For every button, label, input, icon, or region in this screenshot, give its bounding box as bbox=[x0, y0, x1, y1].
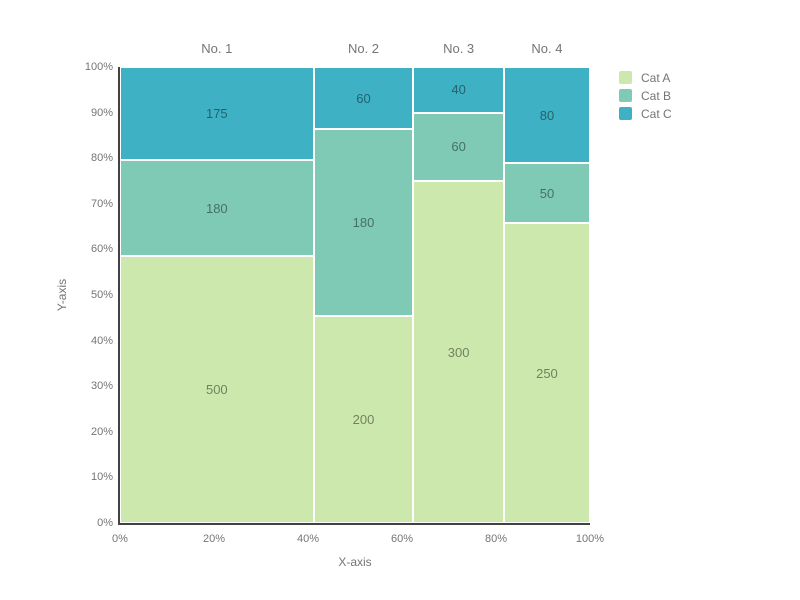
legend-item[interactable]: Cat B bbox=[619, 87, 672, 104]
y-axis-tick-label: 60% bbox=[90, 243, 113, 256]
y-axis-tick-label: 70% bbox=[90, 197, 113, 210]
legend-swatch-icon bbox=[619, 89, 632, 102]
block-value-label: 50 bbox=[539, 185, 555, 201]
legend-item[interactable]: Cat C bbox=[619, 105, 672, 122]
x-axis-tick-label: 0% bbox=[112, 533, 128, 545]
x-axis-tick-label: 20% bbox=[202, 533, 226, 545]
y-axis-tick-label: 80% bbox=[90, 152, 113, 165]
block-value-label: 500 bbox=[205, 382, 228, 398]
column-header: No. 2 bbox=[347, 41, 380, 56]
mosaic-block[interactable]: 250 bbox=[503, 223, 590, 523]
legend-label: Cat C bbox=[641, 106, 672, 121]
block-value-label: 175 bbox=[205, 106, 228, 122]
y-axis-tick-label: 50% bbox=[90, 289, 113, 301]
legend: Cat A Cat B Cat C bbox=[619, 69, 672, 123]
x-axis-tick-label: 60% bbox=[390, 533, 414, 545]
column-header: No. 4 bbox=[531, 41, 563, 56]
x-axis-tick-label: 80% bbox=[484, 533, 508, 545]
mosaic-block[interactable]: 60 bbox=[413, 112, 504, 181]
y-axis-tick-label: 20% bbox=[90, 425, 113, 438]
mosaic-block[interactable]: 40 bbox=[413, 67, 504, 113]
y-axis-tick-label: 30% bbox=[90, 380, 113, 393]
legend-swatch-icon bbox=[619, 71, 632, 84]
mosaic-block[interactable]: 200 bbox=[313, 315, 414, 523]
y-axis-tick-label: 100% bbox=[84, 61, 113, 73]
mosaic-block[interactable]: 180 bbox=[313, 129, 414, 316]
block-value-label: 180 bbox=[205, 200, 228, 216]
legend-label: Cat B bbox=[641, 88, 672, 103]
legend-swatch-icon bbox=[619, 107, 632, 120]
block-value-label: 300 bbox=[447, 344, 470, 360]
plot-area: 500 180 175 200 180 60 300 60 40 250 50 80 bbox=[118, 67, 590, 525]
mosaic-block[interactable]: 80 bbox=[503, 67, 590, 163]
y-axis-tick-label: 0% bbox=[97, 517, 113, 529]
block-value-label: 200 bbox=[352, 411, 375, 427]
y-axis-tick-label: 40% bbox=[90, 334, 113, 347]
mosaic-block[interactable]: 300 bbox=[413, 181, 504, 523]
legend-label: Cat A bbox=[641, 70, 671, 85]
x-axis-tick-label: 40% bbox=[296, 533, 320, 545]
block-value-label: 250 bbox=[536, 365, 558, 381]
block-value-label: 180 bbox=[352, 214, 375, 230]
y-axis-tick-label: 90% bbox=[90, 106, 113, 119]
mosaic-block[interactable]: 175 bbox=[120, 67, 314, 161]
block-value-label: 40 bbox=[451, 82, 466, 98]
mosaic-block[interactable]: 500 bbox=[120, 256, 314, 523]
column-header: No. 3 bbox=[443, 41, 475, 56]
column-header: No. 1 bbox=[201, 41, 233, 56]
mosaic-block[interactable]: 50 bbox=[503, 163, 590, 223]
block-value-label: 60 bbox=[451, 139, 466, 155]
mosaic-block[interactable]: 180 bbox=[120, 160, 314, 257]
mosaic-block[interactable]: 60 bbox=[313, 67, 414, 130]
x-axis-tick-label: 100% bbox=[575, 533, 605, 545]
plot-blocks: 500 180 175 200 180 60 300 60 40 250 50 80 bbox=[120, 67, 590, 523]
block-value-label: 80 bbox=[539, 107, 555, 123]
x-axis-title: X-axis bbox=[338, 555, 372, 569]
block-value-label: 60 bbox=[356, 90, 371, 106]
legend-item[interactable]: Cat A bbox=[619, 69, 672, 86]
y-axis-tick-label: 10% bbox=[90, 471, 113, 484]
